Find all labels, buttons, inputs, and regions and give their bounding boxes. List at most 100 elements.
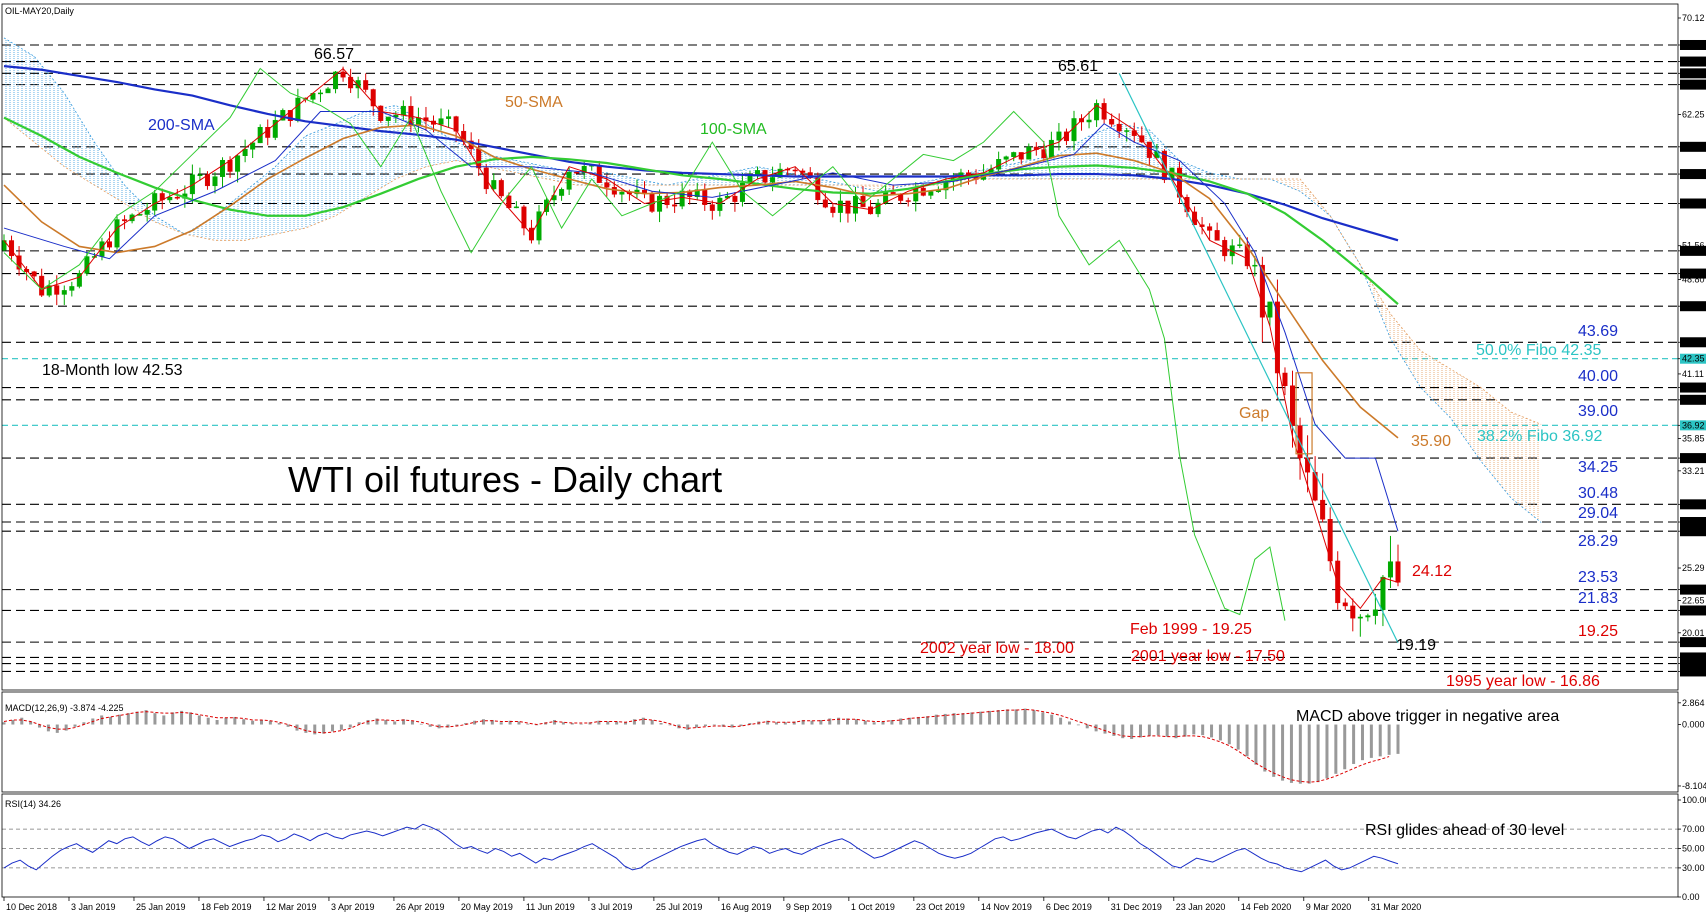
label-level-34-25: 34.25 [1578,459,1618,476]
candle-body [1365,615,1371,618]
price-tick-bg [1680,658,1706,669]
candle-body [370,89,376,107]
price-tick-label: 22.65 [1682,595,1705,605]
price-tick-label: 70.12 [1682,13,1705,23]
cloud-segment [1511,412,1542,523]
candle-body [46,285,52,296]
candle-body [521,206,527,229]
cloud-segment [425,123,457,167]
candle-body [31,271,37,277]
candle-body [837,200,843,213]
price-tick-bg [1680,666,1706,677]
candle-body [905,200,911,202]
price-tick-label: 55.00 [1682,199,1705,209]
label-65-61: 65.61 [1058,58,1098,75]
candle-body [242,149,248,156]
price-tick-bg [1680,169,1706,180]
candle-body [770,177,776,183]
candle-body [325,88,331,94]
candle-body [1282,372,1288,387]
candle-body [566,171,572,190]
macd-tick-label: -8.104 [1682,781,1706,791]
candle-body [604,182,610,188]
price-tick-label: 51.56 [1682,241,1705,251]
pane-frame-1 [1,691,1679,793]
cloud-segment [94,142,125,204]
candle-body [1342,602,1348,607]
trendline-line [1118,73,1399,644]
price-tick-bg [1680,382,1706,393]
cloud-segment [1390,313,1421,388]
label-level-30-48: 30.48 [1578,485,1618,502]
candle-body [1214,230,1220,241]
candle-body [1207,226,1213,231]
price-tick-bg [1680,499,1706,510]
price-tick-label: 17.50 [1682,659,1705,669]
candle-body [491,180,497,190]
price-tick-label: 49.29 [1682,269,1705,279]
candle-body [852,196,858,214]
candle-body [559,189,565,196]
time-tick-label: 3 Jan 2019 [71,902,116,912]
rsi-tick-label: 30.00 [1682,863,1705,873]
candle-body [717,197,723,211]
rsi-tick-label: 0.00 [1682,892,1700,902]
candle-body [174,196,180,199]
price-tick-bg [1680,353,1706,364]
candle-body [453,116,459,132]
candle-body [152,193,158,211]
label-24-12: 24.12 [1412,563,1452,580]
candle-body [385,116,391,121]
price-tick-bg [1680,605,1706,616]
trendline [1118,73,1399,644]
candle-body [1290,385,1296,426]
candle-body [1026,146,1032,160]
label-feb-1999: Feb 1999 - 19.25 [1130,621,1252,638]
candle-body [1048,139,1054,158]
rsi-tick-label: 70.00 [1682,824,1705,834]
time-tick-label: 20 May 2019 [461,902,513,912]
price-tick-label: 46.63 [1682,301,1705,311]
candle-body [106,241,112,248]
price-tick-label: 20.01 [1682,628,1705,638]
price-tick-label: 62.25 [1682,110,1705,120]
cloud-segment [1420,350,1451,419]
time-tick-label: 16 Aug 2019 [721,902,772,912]
candle-body [709,204,715,211]
candle-body [378,105,384,121]
label-fibo-50: 50.0% Fibo 42.35 [1476,342,1602,359]
price-tick-bg [1680,394,1706,405]
candle-body [1192,211,1198,226]
price-tick-label: 57.40 [1682,169,1705,179]
time-tick-label: 25 Jul 2019 [656,902,703,912]
candle-body [1372,609,1378,616]
price-tick-label: 43.69 [1682,337,1705,347]
time-tick-label: 3 Apr 2019 [331,902,375,912]
label-18-month-low: 18-Month low 42.53 [42,362,183,379]
price-tick-label: 59.62 [1682,142,1705,152]
pane-frame-2 [1,793,1679,898]
candle-body [54,285,60,295]
label-66-57: 66.57 [314,46,354,63]
price-tick-label: 42.35 [1682,354,1705,364]
price-tick-label: 48.80 [1682,275,1705,285]
candle-body [122,219,128,222]
rsi-line [3,823,1399,873]
candle-body [1267,301,1273,318]
price-tick-label: 67.92 [1682,40,1705,50]
cloud-segment [4,37,35,143]
candle-body [250,142,256,150]
pane-frame-0 [1,3,1679,691]
label-level-43-69: 43.69 [1578,323,1618,340]
price-tick-bg [1680,517,1706,528]
macd-signal [3,708,1390,783]
candle-body [265,127,271,138]
price-tick-label: 65.61 [1682,68,1705,78]
candle-body [69,286,75,291]
candle-body [657,195,663,212]
cloud-segment [214,191,246,241]
series-kijun [3,110,1399,532]
candle-body [438,118,444,125]
candle-body [1086,119,1092,123]
